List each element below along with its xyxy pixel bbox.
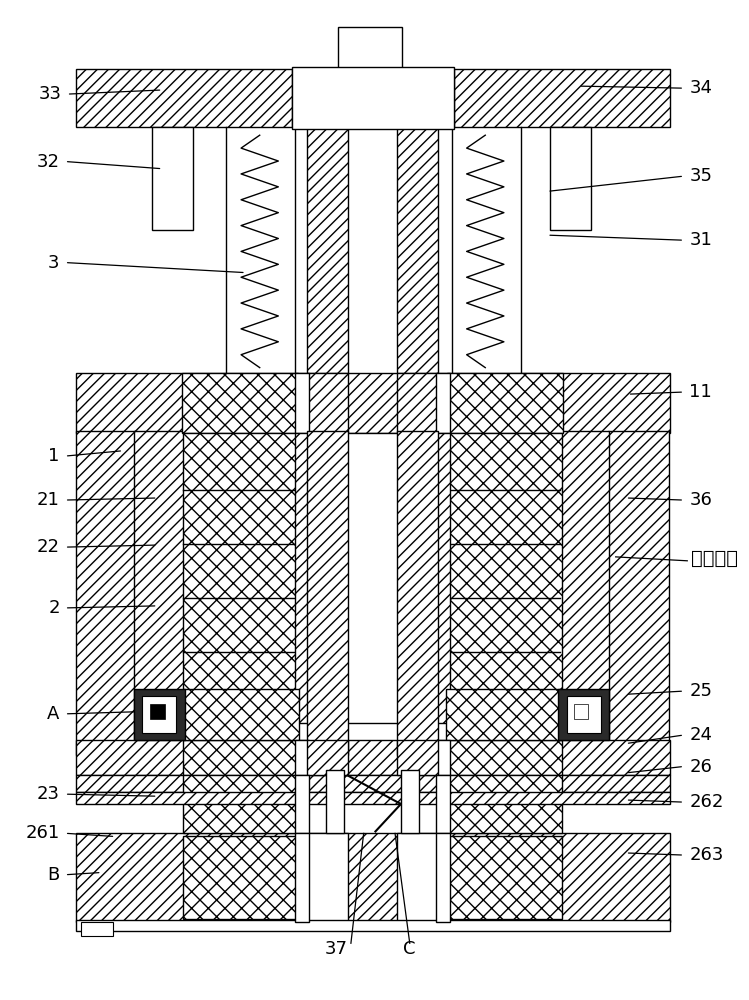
Bar: [558, 431, 609, 755]
Bar: [292, 69, 341, 127]
Text: 37: 37: [325, 940, 348, 958]
Text: 2: 2: [48, 599, 60, 617]
Bar: [446, 689, 562, 740]
Bar: [295, 740, 309, 775]
Bar: [436, 833, 450, 922]
Bar: [184, 689, 299, 740]
Text: C: C: [404, 940, 416, 958]
Bar: [436, 433, 450, 723]
Bar: [436, 740, 450, 775]
Bar: [307, 431, 348, 755]
Bar: [397, 127, 438, 382]
Text: 26: 26: [689, 758, 712, 776]
Bar: [76, 431, 137, 755]
Bar: [76, 373, 670, 433]
Text: 31: 31: [689, 231, 712, 249]
Bar: [397, 373, 438, 433]
Bar: [152, 127, 193, 230]
Bar: [150, 704, 165, 719]
Bar: [76, 69, 670, 127]
Bar: [338, 27, 402, 69]
Text: 261: 261: [25, 824, 60, 842]
Bar: [307, 127, 348, 382]
Bar: [184, 836, 299, 919]
Bar: [397, 740, 438, 775]
Bar: [142, 696, 176, 733]
Text: 22: 22: [37, 538, 60, 556]
Bar: [295, 775, 309, 833]
Bar: [567, 696, 601, 733]
Bar: [446, 433, 562, 723]
Bar: [446, 775, 562, 833]
Bar: [184, 740, 299, 775]
Text: 263: 263: [689, 846, 724, 864]
Text: 32: 32: [37, 153, 60, 171]
Text: 23: 23: [37, 785, 60, 803]
Bar: [307, 373, 348, 433]
Bar: [182, 373, 298, 433]
Bar: [307, 740, 348, 775]
Bar: [184, 775, 299, 833]
Bar: [184, 433, 299, 723]
Bar: [436, 775, 450, 833]
Bar: [134, 431, 185, 755]
Bar: [76, 792, 670, 804]
Bar: [446, 836, 562, 919]
Bar: [292, 67, 454, 129]
Text: 21: 21: [37, 491, 60, 509]
Bar: [307, 833, 348, 922]
Text: 25: 25: [689, 682, 712, 700]
Bar: [307, 433, 399, 723]
Bar: [134, 689, 185, 740]
Text: 1: 1: [48, 447, 60, 465]
Text: 35: 35: [689, 167, 712, 185]
Bar: [550, 127, 591, 230]
Text: 33: 33: [39, 85, 61, 103]
Bar: [558, 689, 609, 740]
Bar: [295, 433, 309, 723]
Text: 3: 3: [48, 254, 60, 272]
Bar: [608, 431, 669, 755]
Text: 262: 262: [689, 793, 724, 811]
Bar: [295, 833, 309, 922]
Bar: [401, 770, 419, 833]
Bar: [397, 833, 438, 922]
Bar: [405, 69, 454, 127]
Bar: [295, 373, 309, 433]
Text: 丝杠螺母: 丝杠螺母: [691, 549, 739, 568]
Bar: [76, 775, 670, 792]
Bar: [327, 770, 344, 833]
Text: 34: 34: [689, 79, 712, 97]
Bar: [574, 704, 588, 719]
Bar: [76, 920, 670, 931]
Bar: [81, 922, 112, 936]
Bar: [397, 431, 438, 755]
Bar: [447, 373, 562, 433]
Text: 36: 36: [689, 491, 712, 509]
Bar: [76, 740, 670, 775]
Text: A: A: [47, 705, 60, 723]
Bar: [446, 740, 562, 775]
Text: 11: 11: [689, 383, 712, 401]
Bar: [76, 833, 670, 922]
Bar: [436, 373, 450, 433]
Text: 24: 24: [689, 726, 712, 744]
Text: B: B: [47, 866, 60, 884]
